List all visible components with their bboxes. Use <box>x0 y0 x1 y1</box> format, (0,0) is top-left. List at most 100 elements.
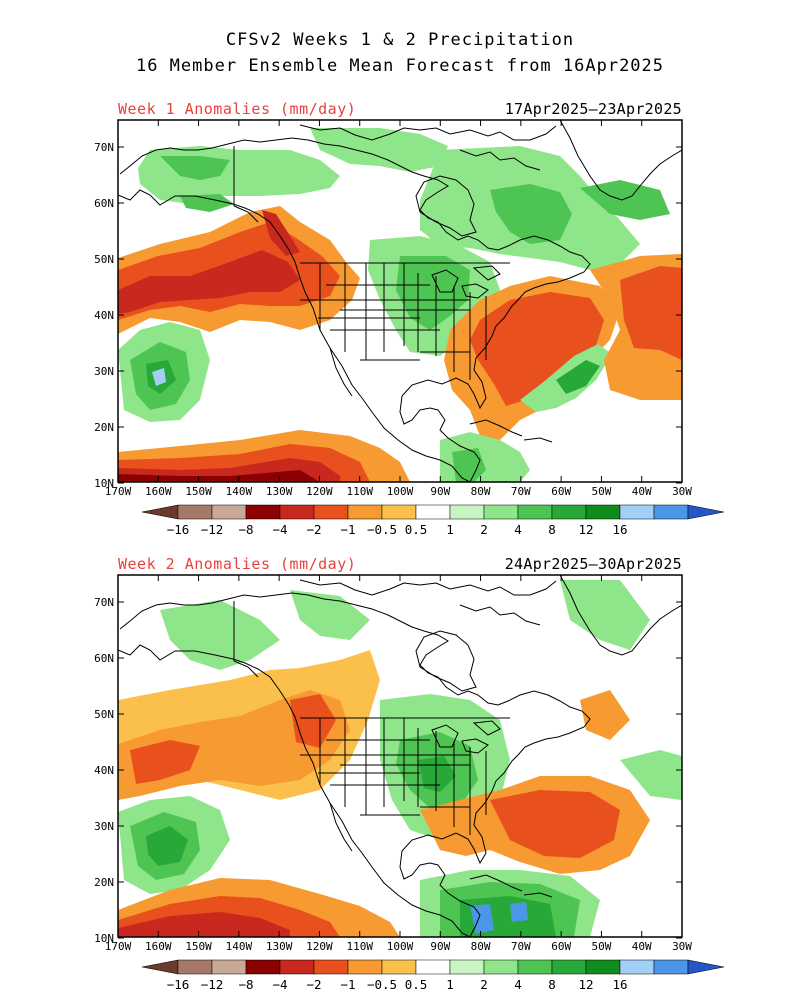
lon-tick-label: 40W <box>632 940 652 953</box>
lat-tick-label: 10N <box>94 477 114 490</box>
lon-tick-label: 120W <box>306 940 333 953</box>
colorbar-label: 8 <box>548 977 556 992</box>
lat-tick-label: 30N <box>94 365 114 378</box>
lon-tick-label: 160W <box>145 940 172 953</box>
colorbar-label: −8 <box>238 977 253 992</box>
colorbar-label: 2 <box>480 522 488 537</box>
lon-tick-label: 120W <box>306 485 333 498</box>
colorbar-label: −0.5 <box>367 522 397 537</box>
lat-tick-label: 40N <box>94 309 114 322</box>
colorbar-swatch <box>381 504 417 520</box>
colorbar-label: −8 <box>238 522 253 537</box>
colorbar-label: 4 <box>514 977 522 992</box>
colorbar-swatch <box>279 504 315 520</box>
lat-tick-label: 40N <box>94 764 114 777</box>
colorbar-label: −2 <box>306 522 321 537</box>
lon-tick-label: 80W <box>471 485 491 498</box>
colorbar-swatch <box>245 959 281 975</box>
lon-tick-label: 30W <box>672 940 692 953</box>
lon-tick-label: 90W <box>430 485 450 498</box>
colorbar-swatch <box>245 504 281 520</box>
colorbar-label: 12 <box>578 977 593 992</box>
colorbar-swatch <box>585 504 621 520</box>
lon-tick-label: 130W <box>266 940 293 953</box>
colorbar-swatch <box>211 959 247 975</box>
colorbar-label: 1 <box>446 977 454 992</box>
week2-colorbar: −16 −12 −8 −4 −2 −1 −0.5 0.5 1 2 4 8 12 16 <box>141 959 725 992</box>
colorbar-label: −4 <box>272 522 287 537</box>
lat-tick-label: 20N <box>94 876 114 889</box>
colorbar-label: −1 <box>340 977 355 992</box>
lon-tick-label: 90W <box>430 940 450 953</box>
colorbar-label: −1 <box>340 522 355 537</box>
colorbar-label: −16 <box>167 522 190 537</box>
colorbar-label: −4 <box>272 977 287 992</box>
colorbar-arrow-left <box>141 504 179 520</box>
colorbar-swatch <box>381 959 417 975</box>
lat-tick-label: 50N <box>94 708 114 721</box>
lon-tick-label: 70W <box>511 485 531 498</box>
week1-colorbar: −16 −12 −8 −4 −2 −1 −0.5 0.5 1 2 4 8 12 16 <box>141 504 725 537</box>
colorbar-swatch <box>347 959 383 975</box>
colorbar-swatch <box>415 504 451 520</box>
lat-tick-label: 60N <box>94 197 114 210</box>
colorbar-label: −2 <box>306 977 321 992</box>
colorbar-swatch <box>211 504 247 520</box>
colorbar-label: 16 <box>612 977 627 992</box>
main-title-line2: 16 Member Ensemble Mean Forecast from 16… <box>135 56 665 76</box>
colorbar-swatch <box>551 959 587 975</box>
colorbar-label: −0.5 <box>367 977 397 992</box>
colorbar-swatch <box>177 959 213 975</box>
lon-tick-label: 170W <box>105 485 132 498</box>
lon-tick-label: 170W <box>105 940 132 953</box>
colorbar-swatch <box>619 959 655 975</box>
lat-tick-label: 30N <box>94 820 114 833</box>
colorbar-swatch <box>483 959 519 975</box>
lat-tick-label: 50N <box>94 253 114 266</box>
colorbar-label: 1 <box>446 522 454 537</box>
lon-tick-label: 60W <box>551 485 571 498</box>
week2-label: Week 2 Anomalies (mm/day) <box>118 555 357 573</box>
colorbar-swatch <box>619 504 655 520</box>
colorbar-swatch <box>279 959 315 975</box>
lat-tick-label: 20N <box>94 421 114 434</box>
colorbar-label: −16 <box>167 977 190 992</box>
colorbar-swatch <box>483 504 519 520</box>
colorbar-swatch <box>517 959 553 975</box>
lon-tick-label: 30W <box>672 485 692 498</box>
colorbar-swatch <box>449 959 485 975</box>
lat-tick-label: 10N <box>94 932 114 945</box>
colorbar-label: 8 <box>548 522 556 537</box>
lon-tick-label: 100W <box>387 485 414 498</box>
lon-tick-label: 110W <box>346 940 373 953</box>
colorbar-swatch <box>313 504 349 520</box>
lon-tick-label: 60W <box>551 940 571 953</box>
lon-tick-label: 80W <box>471 940 491 953</box>
colorbar-swatch <box>585 959 621 975</box>
colorbar-swatch <box>551 504 587 520</box>
colorbar-swatch <box>313 959 349 975</box>
lat-tick-label: 60N <box>94 652 114 665</box>
lon-tick-label: 140W <box>226 485 253 498</box>
lon-tick-label: 140W <box>226 940 253 953</box>
colorbar-swatch <box>653 504 689 520</box>
colorbar-label: 4 <box>514 522 522 537</box>
colorbar-label: 16 <box>612 522 627 537</box>
main-title-line1: CFSv2 Weeks 1 & 2 Precipitation <box>225 30 575 50</box>
lon-tick-label: 50W <box>591 940 611 953</box>
colorbar-label: −12 <box>201 522 224 537</box>
lon-tick-label: 150W <box>185 485 212 498</box>
colorbar-swatch <box>415 959 451 975</box>
lon-tick-label: 130W <box>266 485 293 498</box>
week2-dates: 24Apr2025–30Apr2025 <box>504 555 682 573</box>
colorbar-label: 2 <box>480 977 488 992</box>
colorbar-swatch <box>347 504 383 520</box>
lon-tick-label: 70W <box>511 940 531 953</box>
lon-tick-label: 100W <box>387 940 414 953</box>
week1-dates: 17Apr2025–23Apr2025 <box>504 100 682 118</box>
lon-tick-label: 40W <box>632 485 652 498</box>
colorbar-swatch <box>449 504 485 520</box>
lat-tick-label: 70N <box>94 141 114 154</box>
